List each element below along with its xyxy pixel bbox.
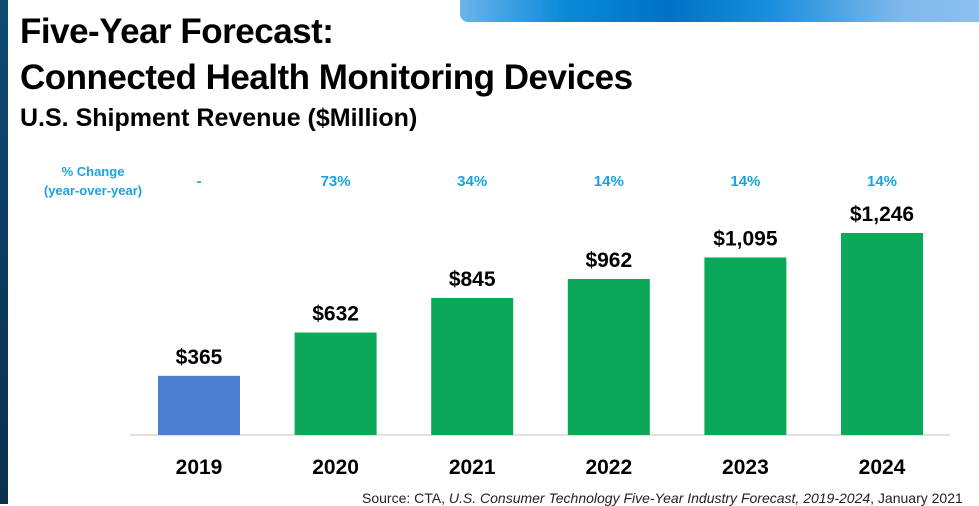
bar-2023 bbox=[704, 257, 787, 435]
source-suffix: , January 2021 bbox=[870, 490, 963, 506]
subtitle: U.S. Shipment Revenue ($Million) bbox=[20, 104, 418, 132]
bar-2021 bbox=[431, 298, 514, 435]
value-label-2024: $1,246 bbox=[850, 203, 914, 226]
title-line-1: Five-Year Forecast: bbox=[20, 12, 334, 51]
bar-2024 bbox=[841, 233, 923, 435]
value-label-2020: $632 bbox=[312, 303, 359, 326]
year-label-2022: 2022 bbox=[585, 456, 632, 479]
value-label-2021: $845 bbox=[449, 268, 496, 291]
bar-2020 bbox=[294, 332, 377, 435]
title-line-2: Connected Health Monitoring Devices bbox=[20, 58, 633, 97]
bar-2022 bbox=[567, 279, 650, 435]
value-label-2023: $1,095 bbox=[713, 227, 778, 250]
year-label-2020: 2020 bbox=[312, 456, 359, 479]
pct-change-2024: 14% bbox=[867, 173, 897, 190]
year-label-2023: 2023 bbox=[722, 456, 769, 479]
source-title: U.S. Consumer Technology Five-Year Indus… bbox=[448, 490, 871, 506]
value-label-2022: $962 bbox=[585, 249, 632, 272]
pct-change-2019: - bbox=[197, 173, 202, 190]
source-note: Source: CTA, U.S. Consumer Technology Fi… bbox=[362, 490, 963, 506]
pct-change-2021: 34% bbox=[457, 173, 487, 190]
year-label-2019: 2019 bbox=[176, 456, 223, 479]
year-label-2021: 2021 bbox=[449, 456, 496, 479]
pct-change-sublabel: (year-over-year) bbox=[44, 183, 142, 198]
header-banner bbox=[460, 0, 979, 22]
value-label-2019: $365 bbox=[176, 346, 223, 369]
pct-change-2023: 14% bbox=[730, 173, 760, 190]
bar-2019 bbox=[158, 375, 240, 435]
pct-change-label: % Change bbox=[62, 164, 125, 179]
pct-change-2020: 73% bbox=[321, 173, 351, 190]
left-accent-bar bbox=[0, 0, 8, 504]
year-label-2024: 2024 bbox=[859, 456, 906, 479]
source-prefix: Source: CTA, bbox=[362, 490, 449, 506]
pct-change-2022: 14% bbox=[594, 173, 624, 190]
